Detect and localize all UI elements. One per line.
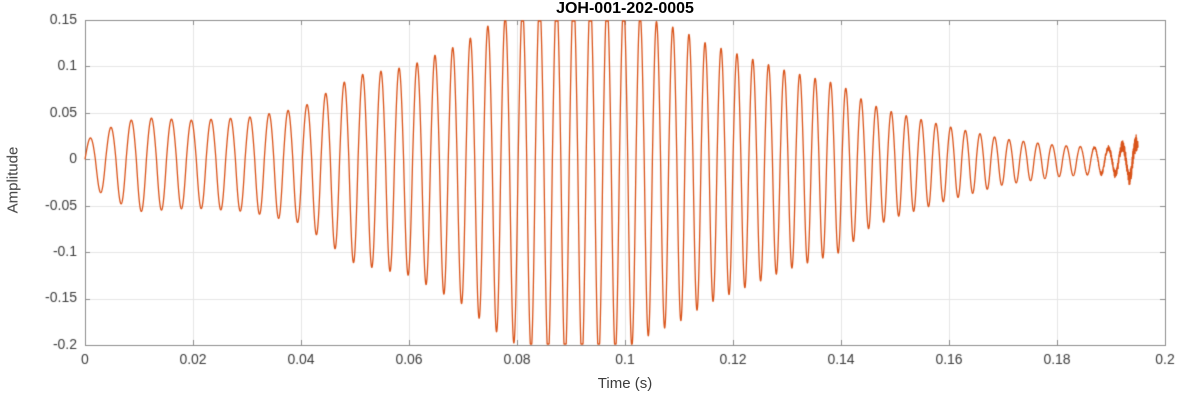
y-axis-label: Amplitude <box>4 146 22 214</box>
chart-title: JOH-001-202-0005 <box>556 0 694 17</box>
x-axis-label: Time (s) <box>597 375 653 392</box>
